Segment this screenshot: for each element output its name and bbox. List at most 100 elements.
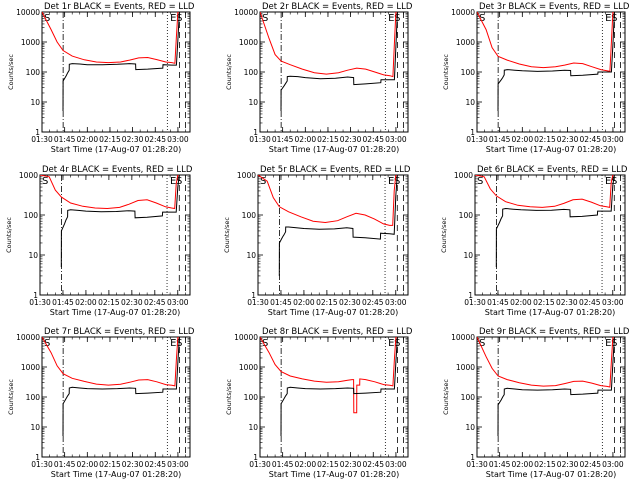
series-lld (477, 337, 615, 388)
plot-frame (259, 336, 409, 458)
y-tick-label: 1 (35, 128, 40, 137)
x-tick-label: 02:30 (121, 298, 143, 307)
y-tick-label: 1000 (21, 363, 40, 372)
y-tick-label: 1000 (454, 171, 473, 180)
series-lld (260, 12, 398, 78)
corner-label: S (44, 338, 50, 349)
x-tick-label: 01:30 (466, 135, 488, 144)
corner-label: S (42, 176, 48, 187)
series-events (62, 337, 180, 437)
series-events (280, 12, 398, 112)
panel-8: Det 8r BLACK = Events, RED = LLD 1 10 100 10… (225, 327, 413, 479)
x-tick-label: 02:45 (579, 135, 601, 144)
series-lld (258, 175, 398, 226)
series-events (280, 337, 398, 437)
x-axis-label: Start Time (17-Aug-07 01:28:20) (50, 308, 181, 317)
series-lld (260, 337, 398, 414)
corner-label: S (44, 13, 50, 24)
panel-title: Det 8r BLACK = Events, RED = LLD (262, 327, 413, 337)
x-tick-label: 02:00 (76, 460, 98, 469)
x-tick-label: 01:30 (249, 460, 271, 469)
x-tick-label: 01:30 (464, 298, 486, 307)
y-tick-label: 10 (28, 251, 38, 260)
x-tick-label: 02:00 (75, 298, 97, 307)
x-tick-label: 01:30 (31, 460, 53, 469)
y-tick-label: 1000 (19, 171, 38, 180)
x-tick-label: 02:15 (99, 135, 121, 144)
y-tick-label: 1 (253, 128, 258, 137)
marker-label: E (605, 338, 611, 349)
x-tick-label: 02:15 (533, 298, 555, 307)
y-tick-label: 10 (248, 98, 258, 107)
corner-label: S (260, 176, 266, 187)
x-tick-label: 03:00 (602, 135, 624, 144)
y-tick-label: 100 (244, 68, 259, 77)
marker-label: E (170, 338, 176, 349)
series-events (62, 12, 180, 112)
x-axis-label: Start Time (17-Aug-07 01:28:20) (51, 145, 182, 154)
x-tick-label: 02:30 (556, 298, 578, 307)
x-tick-label: 02:45 (144, 135, 166, 144)
y-tick-label: 100 (459, 211, 474, 220)
y-tick-label: 1 (253, 453, 258, 462)
x-tick-label: 01:30 (29, 298, 51, 307)
x-tick-label: 02:15 (534, 460, 556, 469)
panel-title: Det 7r BLACK = Events, RED = LLD (44, 327, 195, 337)
x-tick-label: 02:30 (340, 460, 362, 469)
x-axis-label: Start Time (17-Aug-07 01:28:20) (269, 470, 400, 479)
y-axis-label: Counts/sec (442, 54, 450, 90)
marker-label: E (388, 13, 394, 24)
x-tick-label: 02:15 (317, 460, 339, 469)
y-tick-label: 1000 (237, 171, 256, 180)
x-tick-label: 02:15 (99, 460, 121, 469)
marker-label: S (611, 176, 617, 187)
y-tick-label: 1000 (456, 38, 475, 47)
x-tick-label: 02:00 (510, 298, 532, 307)
x-tick-label: 01:30 (31, 135, 53, 144)
x-tick-label: 02:00 (511, 460, 533, 469)
panel-4: Det 4r BLACK = Events, RED = LLD 1 10 100 10… (5, 165, 193, 317)
corner-label: S (262, 338, 268, 349)
panel-2: Det 2r BLACK = Events, RED = LLD 1 10 100 10… (225, 2, 413, 154)
x-tick-label: 01:45 (54, 460, 76, 469)
y-axis-label: Counts/sec (440, 217, 448, 253)
y-tick-label: 100 (461, 68, 476, 77)
x-tick-label: 02:45 (362, 460, 384, 469)
series-lld (477, 12, 615, 73)
y-tick-label: 1 (33, 291, 38, 300)
y-axis-label: Counts/sec (225, 379, 233, 415)
x-tick-label: 02:00 (294, 135, 316, 144)
panel-1: Det 1r BLACK = Events, RED = LLD 1 10 100 10… (7, 2, 195, 154)
y-axis-label: Counts/sec (5, 217, 13, 253)
x-tick-label: 01:45 (52, 298, 74, 307)
series-events (497, 12, 615, 112)
y-tick-label: 100 (26, 68, 41, 77)
x-tick-label: 02:45 (362, 298, 384, 307)
x-tick-label: 01:45 (54, 135, 76, 144)
x-tick-label: 02:15 (316, 298, 338, 307)
panel-title: Det 4r BLACK = Events, RED = LLD (42, 165, 193, 175)
y-tick-label: 10000 (451, 333, 475, 342)
panel-title: Det 5r BLACK = Events, RED = LLD (260, 165, 411, 175)
marker-label: E (388, 176, 394, 187)
series-events (495, 175, 615, 268)
y-tick-label: 100 (244, 393, 259, 402)
panel-title: Det 2r BLACK = Events, RED = LLD (262, 2, 413, 12)
x-tick-label: 01:45 (487, 298, 509, 307)
panel-3: Det 3r BLACK = Events, RED = LLD 1 10 100 10… (442, 2, 630, 154)
series-events (60, 175, 180, 268)
y-tick-label: 1000 (21, 38, 40, 47)
x-tick-label: 02:00 (76, 135, 98, 144)
x-tick-label: 02:45 (579, 298, 601, 307)
x-tick-label: 02:30 (340, 135, 362, 144)
x-tick-label: 03:00 (385, 135, 407, 144)
plot-frame (39, 174, 191, 296)
y-tick-label: 100 (242, 211, 257, 220)
series-events (497, 337, 615, 437)
y-tick-label: 1000 (239, 363, 258, 372)
y-tick-label: 100 (461, 393, 476, 402)
x-tick-label: 02:00 (511, 135, 533, 144)
x-axis-label: Start Time (17-Aug-07 01:28:20) (486, 470, 617, 479)
plot-frame (41, 336, 191, 458)
x-tick-label: 03:00 (602, 460, 624, 469)
